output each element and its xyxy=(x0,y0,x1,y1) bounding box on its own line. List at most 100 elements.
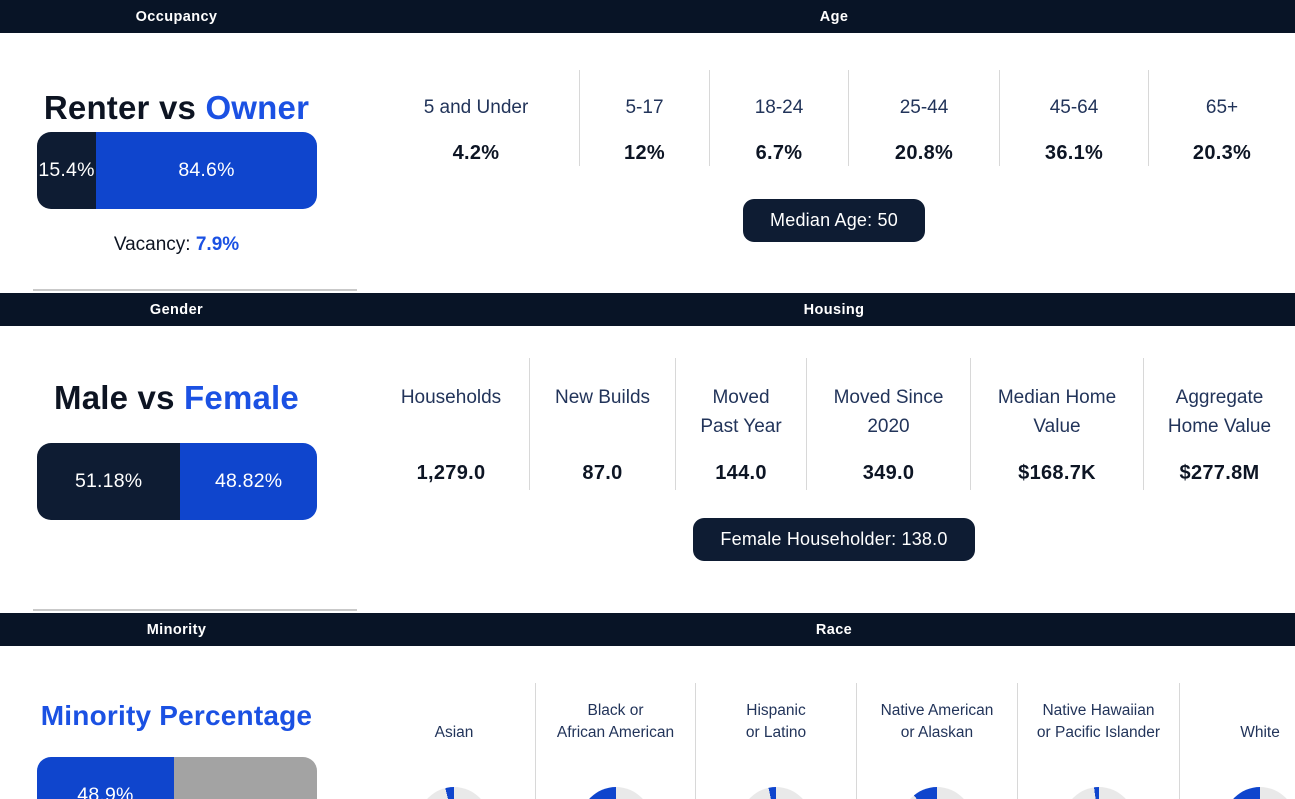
stat-label: 5-17 xyxy=(625,97,664,118)
vacancy-text: Vacancy: 7.9% xyxy=(0,233,353,257)
male-segment: 51.18% xyxy=(37,443,181,520)
gender-header: Gender xyxy=(0,293,353,326)
stat-label: Aggregate Home Value xyxy=(1167,387,1272,437)
stat-label: 45-64 xyxy=(1049,97,1099,118)
race-header: Race xyxy=(373,613,1295,646)
race-col-native-american-or-alaskan: Native American or Alaskan xyxy=(856,683,1017,799)
owner-title-part: Owner xyxy=(205,89,310,126)
minority-title-text: Minority Percentage xyxy=(40,700,313,731)
female-segment-label: 48.82% xyxy=(214,470,283,492)
stat-label: Moved Since 2020 xyxy=(833,387,944,437)
minority-percentage-title: Minority Percentage xyxy=(0,698,353,734)
occupancy-header-label: Occupancy xyxy=(135,8,218,25)
minority-bar: 48.9% xyxy=(37,757,317,799)
asian-pie-chart xyxy=(418,787,490,799)
stat-value: 36.1% xyxy=(1044,142,1104,164)
minority-segment: 48.9% xyxy=(37,757,174,799)
stat-value: 144.0 xyxy=(715,462,767,484)
white-pie-chart xyxy=(1224,787,1295,799)
vacancy-value: 7.9% xyxy=(195,234,240,255)
race-label: Native American or Alaskan xyxy=(880,702,994,741)
stat-value: 6.7% xyxy=(755,142,803,164)
minority-header: Minority xyxy=(0,613,353,646)
age-header: Age xyxy=(373,0,1295,33)
race-col-black-or-african-american: Black or African American xyxy=(535,683,695,799)
minority-segment-label: 48.9% xyxy=(77,784,134,799)
stat-value: 4.2% xyxy=(452,142,500,164)
male-female-title: Male vs Female xyxy=(0,378,353,418)
age-col-65-plus: 65+ 20.3% xyxy=(1148,70,1295,166)
housing-header: Housing xyxy=(373,293,1295,326)
stat-value: 87.0 xyxy=(582,462,623,484)
stat-label: 65+ xyxy=(1205,97,1239,118)
housing-col-moved-since-2020: Moved Since 2020 349.0 xyxy=(806,358,970,490)
race-col-native-hawaiian-or-pacific-islander: Native Hawaiian or Pacific Islander xyxy=(1017,683,1179,799)
owner-segment-label: 84.6% xyxy=(178,159,235,181)
female-householder-badge-row: Female Householder: 138.0 xyxy=(373,518,1295,561)
stat-label: Median Home Value xyxy=(997,387,1117,437)
age-col-18-24: 18-24 6.7% xyxy=(709,70,848,166)
stat-label: 5 and Under xyxy=(423,97,529,118)
stat-label: New Builds xyxy=(554,387,651,408)
housing-stats-row: Households 1,279.0 New Builds 87.0 Moved… xyxy=(373,358,1295,490)
median-age-badge: Median Age: 50 xyxy=(743,199,925,242)
gender-bar: 51.18% 48.82% xyxy=(37,443,317,520)
native-american-or-alaskan-pie-chart xyxy=(901,787,973,799)
section-header-occupancy-age: Occupancy Age xyxy=(0,0,1295,33)
black-or-african-american-pie-chart xyxy=(579,787,652,799)
age-col-5-17: 5-17 12% xyxy=(579,70,709,166)
minority-header-label: Minority xyxy=(146,621,207,638)
race-col-hispanic-or-latino: Hispanic or Latino xyxy=(695,683,856,799)
section-divider-line xyxy=(33,609,357,611)
renter-owner-title: Renter vs Owner xyxy=(0,88,353,128)
stat-label: 18-24 xyxy=(754,97,804,118)
non-minority-segment xyxy=(173,757,317,799)
race-col-asian: Asian xyxy=(373,683,535,799)
stat-value: 20.8% xyxy=(894,142,954,164)
housing-col-moved-past-year: Moved Past Year 144.0 xyxy=(675,358,806,490)
female-segment: 48.82% xyxy=(180,443,317,520)
male-segment-label: 51.18% xyxy=(74,470,143,492)
age-col-5-and-under: 5 and Under 4.2% xyxy=(373,70,579,166)
native-hawaiian-or-pacific-islander-pie-chart xyxy=(1062,787,1135,799)
renter-title-part: Renter vs xyxy=(43,89,197,126)
race-label: Hispanic or Latino xyxy=(745,702,807,741)
race-header-label: Race xyxy=(815,621,853,638)
section-header-gender-housing: Gender Housing xyxy=(0,293,1295,326)
stat-value: 12% xyxy=(624,142,665,164)
renter-segment-label: 15.4% xyxy=(38,159,95,181)
stat-value: 20.3% xyxy=(1192,142,1252,164)
gender-header-label: Gender xyxy=(149,301,204,318)
stat-label: Households xyxy=(400,387,502,408)
vacancy-label: Vacancy: xyxy=(113,234,191,255)
stat-value: $277.8M xyxy=(1179,462,1260,484)
male-title-part: Male vs xyxy=(54,379,175,416)
housing-col-new-builds: New Builds 87.0 xyxy=(529,358,675,490)
housing-col-median-home-value: Median Home Value $168.7K xyxy=(970,358,1143,490)
section-header-minority-race: Minority Race xyxy=(0,613,1295,646)
occupancy-header: Occupancy xyxy=(0,0,353,33)
female-title-part: Female xyxy=(184,379,299,416)
age-col-45-64: 45-64 36.1% xyxy=(999,70,1148,166)
owner-segment: 84.6% xyxy=(96,132,317,209)
race-stats-row: Asian Black or African American Hispanic… xyxy=(373,683,1295,799)
housing-header-label: Housing xyxy=(803,301,865,318)
stat-label: Moved Past Year xyxy=(700,387,782,437)
renter-segment: 15.4% xyxy=(37,132,96,209)
stat-value: 349.0 xyxy=(862,462,915,484)
race-label: Black or African American xyxy=(556,702,675,741)
stat-value: 1,279.0 xyxy=(416,462,486,484)
section-divider-line xyxy=(33,289,357,291)
stat-value: $168.7K xyxy=(1018,462,1096,484)
hispanic-or-latino-pie-chart xyxy=(740,787,812,799)
occupancy-bar: 15.4% 84.6% xyxy=(37,132,317,209)
age-stats-row: 5 and Under 4.2% 5-17 12% 18-24 6.7% 25-… xyxy=(373,70,1295,166)
race-label: White xyxy=(1240,723,1280,741)
median-age-badge-row: Median Age: 50 xyxy=(373,199,1295,242)
stat-label: 25-44 xyxy=(899,97,949,118)
race-label: Native Hawaiian or Pacific Islander xyxy=(1036,702,1161,741)
race-col-white: White xyxy=(1179,683,1295,799)
age-col-25-44: 25-44 20.8% xyxy=(848,70,999,166)
age-header-label: Age xyxy=(819,8,849,25)
